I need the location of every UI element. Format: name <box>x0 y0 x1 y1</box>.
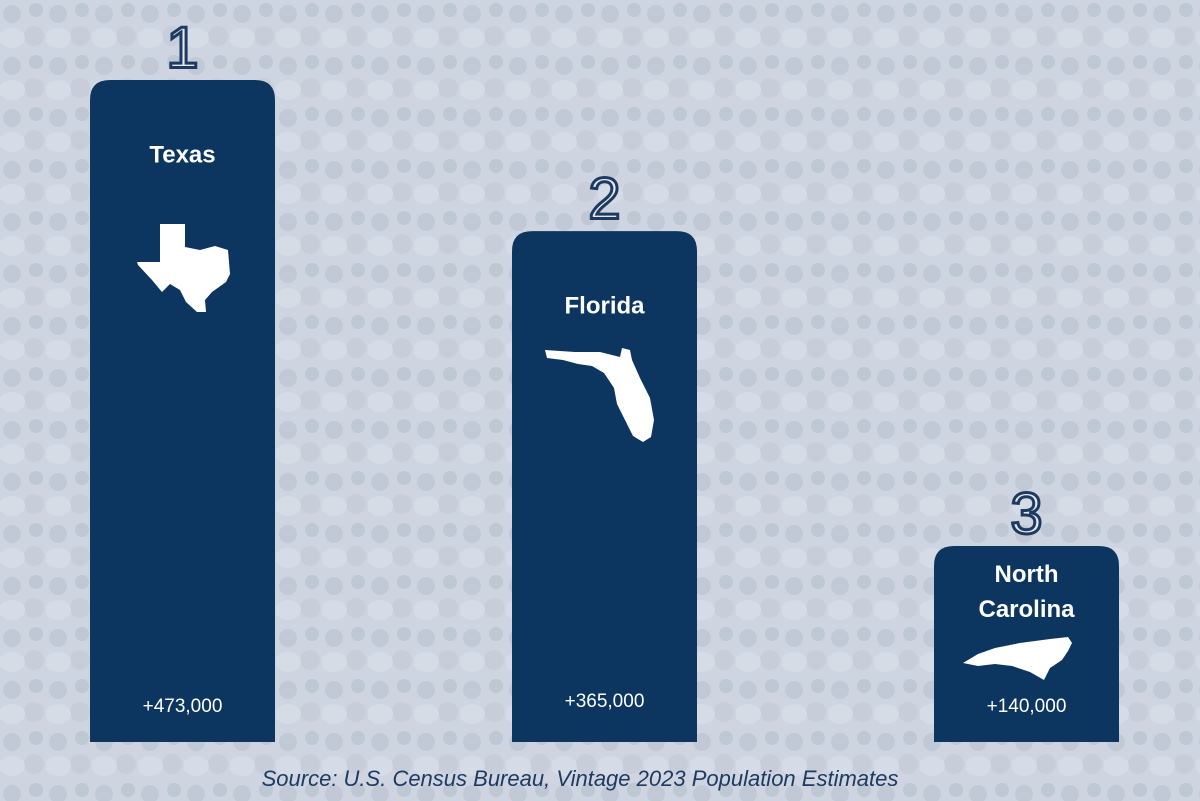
value-label: +473,000 <box>143 696 223 717</box>
category-label: Florida <box>564 292 645 319</box>
bar <box>90 80 275 742</box>
value-label: +140,000 <box>987 696 1067 717</box>
category-label: Texas <box>149 141 215 168</box>
rank-label: 2 <box>588 166 620 231</box>
texas-icon <box>137 224 230 312</box>
value-label: +365,000 <box>565 691 645 712</box>
rank-label: 3 <box>1010 481 1042 546</box>
north-carolina-icon <box>963 637 1072 680</box>
rank-label: 1 <box>166 15 198 80</box>
florida-icon <box>545 348 654 442</box>
category-label: North Carolina <box>978 561 1075 623</box>
source-note: Source: U.S. Census Bureau, Vintage 2023… <box>262 766 899 791</box>
